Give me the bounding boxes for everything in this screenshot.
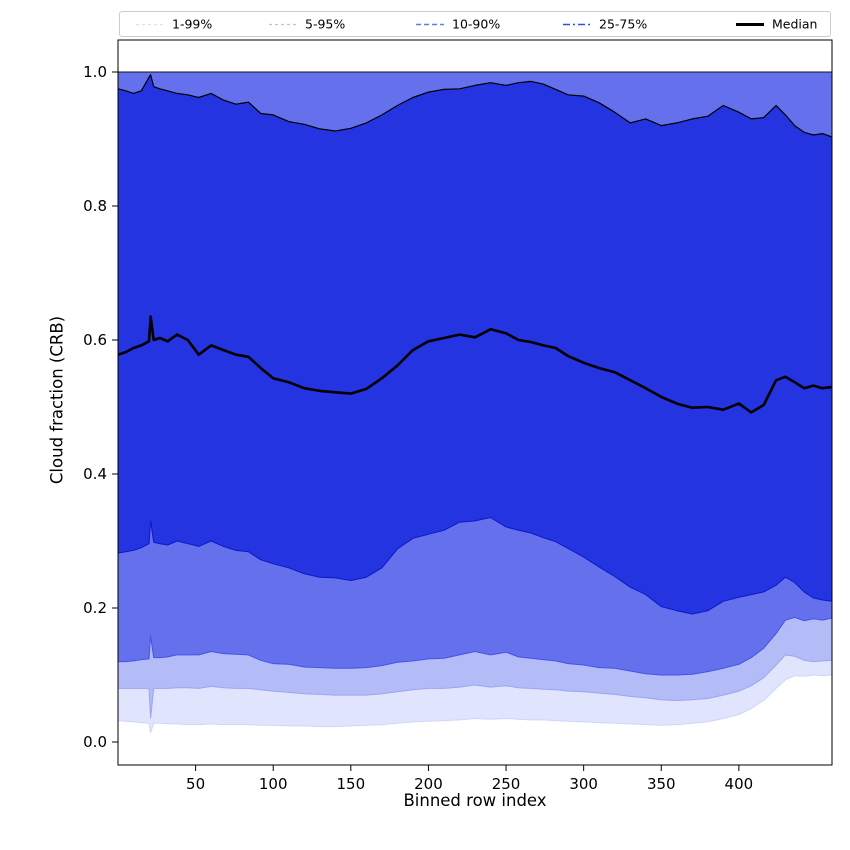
line-p25 — [118, 517, 832, 615]
y-tick-label: 0.8 — [83, 197, 107, 215]
legend-item-0: 1-99% — [135, 17, 212, 32]
y-tick-label: 0.4 — [83, 465, 107, 483]
legend-label: 25-75% — [599, 16, 648, 32]
y-tick-label: 1.0 — [83, 63, 107, 81]
y-axis-label: Cloud fraction (CRB) — [47, 315, 67, 485]
line-p1 — [118, 674, 832, 734]
legend-line-sample-icon — [269, 23, 297, 25]
band-25-75 — [118, 74, 832, 614]
legend: 1-99% 5-95% 10-90% 25-75% Median — [119, 11, 831, 37]
legend-item-4: Median — [735, 17, 817, 32]
y-tick-label: 0.6 — [83, 331, 107, 349]
legend-line-sample-icon — [136, 23, 164, 25]
legend-label: 5-95% — [305, 16, 346, 32]
x-tick-label: 50 — [186, 775, 205, 793]
x-axis-label: Binned row index — [403, 791, 547, 810]
x-tick-label: 200 — [414, 775, 443, 793]
legend-label: Median — [772, 16, 818, 32]
axes-frame — [117, 39, 833, 766]
x-tick-label: 350 — [647, 775, 676, 793]
x-tick-label: 100 — [259, 775, 288, 793]
x-tick-label: 250 — [492, 775, 521, 793]
legend-line-sample-icon — [736, 22, 764, 26]
legend-line-sample-icon — [416, 23, 444, 25]
legend-label: 1-99% — [172, 16, 213, 32]
legend-item-2: 10-90% — [415, 17, 500, 32]
x-tick-label: 400 — [725, 775, 754, 793]
line-p5 — [118, 654, 832, 719]
legend-line-sample-icon — [563, 23, 591, 25]
line-p10 — [118, 616, 832, 676]
y-tick-label: 0.2 — [83, 599, 107, 617]
legend-item-3: 25-75% — [562, 17, 647, 32]
line-p75 — [118, 74, 832, 138]
legend-item-1: 5-95% — [268, 17, 345, 32]
legend-label: 10-90% — [452, 16, 501, 32]
y-tick-label: 0.0 — [83, 733, 107, 751]
x-tick-label: 150 — [337, 775, 366, 793]
line-median — [118, 315, 832, 414]
x-tick-label: 300 — [569, 775, 598, 793]
